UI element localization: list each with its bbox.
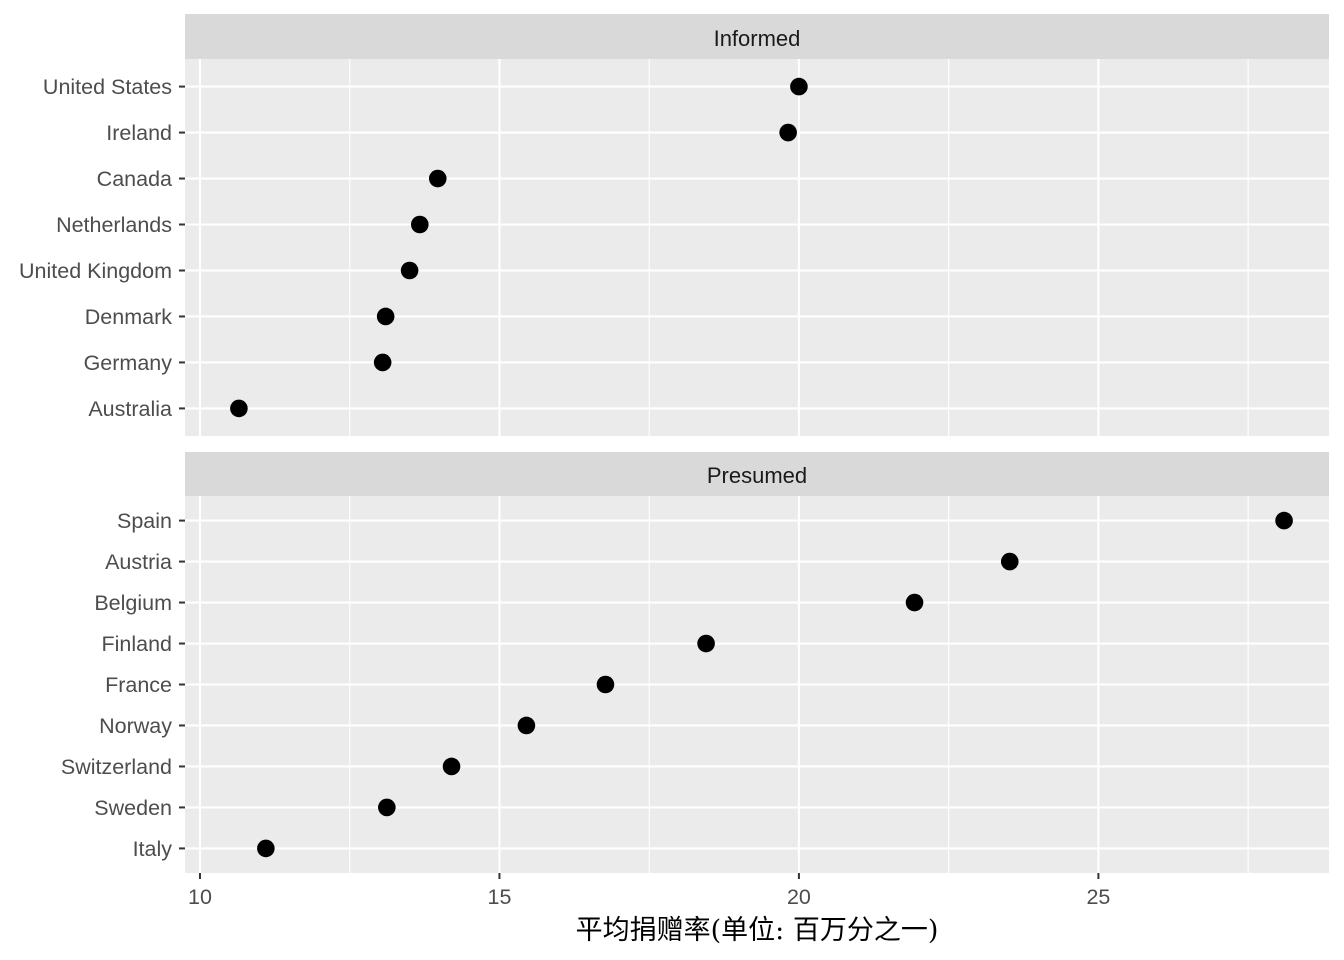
data-point (905, 593, 924, 612)
y-tick-label: Ireland (106, 121, 172, 145)
y-tick-label: Italy (133, 837, 173, 861)
facet-presumed: Presumed Italy Sweden Switzerland Norway Fra… (61, 452, 1329, 873)
data-point (257, 839, 275, 858)
y-tick-label: Canada (97, 167, 172, 191)
points-informed (230, 77, 808, 418)
facet-informed: Informed Australia Germany Denmark United K… (19, 14, 1329, 436)
data-point (378, 798, 396, 817)
y-tick-label: Belgium (94, 591, 172, 615)
data-point (596, 675, 615, 694)
y-tick-label: Finland (101, 632, 172, 656)
y-tick-label: Denmark (85, 305, 172, 329)
data-point (790, 77, 808, 96)
y-tick-label: Sweden (94, 796, 172, 820)
y-tick-label: Netherlands (56, 213, 172, 237)
x-tick-label: 25 (1086, 885, 1110, 909)
data-point (400, 261, 419, 280)
y-tick-label: Switzerland (61, 755, 172, 779)
facet-strip-informed (185, 14, 1329, 59)
y-tick-label: Spain (117, 509, 172, 533)
data-point (376, 307, 395, 326)
data-point (442, 757, 461, 776)
facet-strip-presumed (185, 452, 1329, 496)
points-presumed (257, 511, 1293, 858)
data-point (779, 123, 797, 142)
data-point (410, 215, 429, 234)
y-tick-label: Australia (88, 397, 172, 421)
grid-presumed (185, 496, 1329, 873)
y-tick-label: Austria (105, 550, 172, 574)
x-tick-label: 15 (487, 885, 511, 909)
data-point (373, 353, 392, 372)
y-tick-label: United Kingdom (19, 259, 172, 283)
grid-informed (185, 59, 1329, 436)
y-axis-presumed: Italy Sweden Switzerland Norway France Finlan… (61, 509, 185, 861)
facet-strip-label-presumed: Presumed (707, 463, 807, 488)
y-axis-informed: Australia Germany Denmark United Kingdom Net… (19, 75, 185, 421)
data-point (517, 716, 536, 735)
data-point (697, 634, 715, 653)
facet-strip-label-informed: Informed (714, 26, 801, 51)
data-point (1000, 552, 1019, 571)
data-point (230, 399, 248, 418)
x-axis: 10 15 20 25 (188, 873, 1110, 909)
x-tick-label: 20 (787, 885, 811, 909)
y-tick-label: France (105, 673, 172, 697)
y-tick-label: Norway (99, 714, 172, 738)
panel-informed (185, 59, 1329, 436)
data-point (428, 169, 447, 188)
y-tick-label: Germany (84, 351, 173, 375)
x-axis-title: 平均捐赠率(单位: 百万分之一) (576, 915, 939, 946)
x-tick-label: 10 (188, 885, 212, 909)
y-tick-label: United States (43, 75, 172, 99)
data-point (1275, 511, 1293, 530)
